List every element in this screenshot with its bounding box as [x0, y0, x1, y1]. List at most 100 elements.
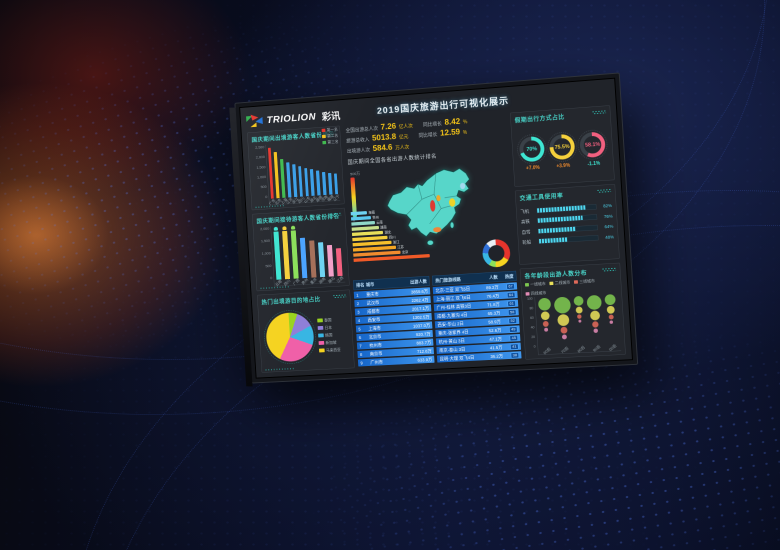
bubble	[577, 314, 582, 319]
plot-area: 60后 70后 80后 90后 00后	[534, 292, 622, 355]
segmented-bar-chart: 飞机 82% 高铁 76% 自驾 64% 轮船 48%	[520, 198, 614, 249]
legend-item: 三线城市	[573, 278, 595, 285]
y-tick-label: 0	[270, 275, 273, 281]
legend-label: 三线城市	[579, 278, 595, 285]
hbar-label: 海南	[368, 210, 376, 215]
destination-pie-chart: 泰国 日本 韩国 新加坡 马来西亚	[262, 304, 351, 369]
cell: 89.2万	[485, 284, 499, 291]
header-cell: 排名	[355, 282, 365, 288]
cell: 1	[356, 292, 359, 298]
panel-reception-rank: 国庆期间接待游客人数省份排名 2,000 1,500 1,000 500 0 云南 四川广…	[252, 207, 350, 292]
cell: 52	[501, 317, 517, 325]
cell: 49	[501, 326, 518, 333]
legend-label: 韩国	[324, 332, 333, 338]
cell: 67	[498, 283, 515, 290]
kpi-label: 同比增长	[418, 132, 438, 139]
bubble	[586, 294, 602, 311]
hbar-label: 湖北	[384, 230, 392, 235]
bubble-chart: 一线城市 二线城市 三线城市 四线城市 100 80 60 40 20 0 60后 70后 80后 9…	[524, 277, 622, 356]
legend-item: 日本	[317, 324, 349, 331]
cell: 1302.5万	[412, 314, 430, 321]
bar	[304, 167, 309, 197]
bar	[317, 242, 326, 278]
cell: 65.3万	[487, 310, 501, 317]
bubble	[609, 320, 614, 325]
wave-decor-icon	[602, 267, 617, 273]
transport-row: 轮船 48%	[522, 233, 614, 245]
bar	[292, 164, 298, 197]
cell: 成都市	[367, 308, 380, 315]
x-tick-label: 贵州	[300, 277, 309, 286]
bubble-column: 60后	[537, 297, 554, 355]
bubble	[573, 295, 584, 307]
bar-track	[537, 214, 598, 224]
hbar-label: 湖南	[380, 225, 387, 230]
bar	[310, 169, 315, 196]
gauge-value: 75.5%	[552, 137, 572, 156]
legend-item: 马来西亚	[319, 347, 350, 354]
cell: 成都-九寨沟 4日	[436, 312, 468, 319]
bar-track	[536, 203, 597, 214]
hbar-label: 贵州	[372, 215, 379, 220]
gauge: 75.5% +3.9%	[546, 130, 578, 169]
bar	[326, 245, 334, 277]
legend-label: 第三名	[327, 139, 339, 145]
cell: 重庆市	[366, 291, 379, 298]
transport-label: 自驾	[521, 229, 531, 235]
legend-swatch	[321, 134, 326, 139]
y-tick-label: 100	[526, 297, 533, 301]
kpi-unit: %	[462, 119, 468, 125]
bar-fill	[538, 226, 577, 234]
cell: 36.2万	[490, 353, 504, 359]
bubble	[578, 319, 582, 323]
bar-fill	[537, 205, 586, 213]
x-tick-label: 湖北	[327, 276, 336, 285]
x-tick-label: 60后	[542, 346, 552, 356]
gauge-value: 58.1%	[583, 135, 602, 154]
plot-area: 云南 四川 广西 贵州 重庆 湖南 湖北 江西	[270, 221, 346, 288]
gauge-delta: +3.9%	[556, 162, 571, 169]
gauge: 70% +7.0%	[515, 132, 548, 172]
value-chip: 45	[509, 334, 519, 341]
bar-value: 76%	[603, 213, 613, 219]
legend-item: 韩国	[318, 331, 349, 338]
taiwan-island	[450, 222, 454, 229]
header-cell: 热门旅游线路	[435, 276, 461, 284]
kpi-label: 全国出游总人次	[345, 126, 379, 134]
ranking-tables: 排名 城市 出游人数 1 重庆市 3859.6万 2 武汉市 2262.4万 3 成都市 2017.1…	[353, 270, 522, 368]
cell: 杭州-黄山 3日	[438, 338, 465, 345]
x-tick-label: 重庆	[309, 277, 318, 286]
cell: 76.4万	[486, 293, 500, 299]
brand-name: TRIOLION	[266, 111, 317, 126]
city-ranking-table: 排名 城市 出游人数 1 重庆市 3859.6万 2 武汉市 2262.4万 3 成都市 2017.1…	[353, 275, 435, 368]
x-tick-label: 云南	[274, 279, 283, 288]
scale-max-label: 500万	[350, 171, 361, 177]
legend-label: 二线城市	[554, 280, 571, 286]
y-tick-label: 1,000	[261, 251, 271, 256]
pie	[262, 309, 318, 366]
bar-value: 82%	[603, 203, 613, 209]
header-cell: 城市	[365, 281, 375, 288]
value-chip: 61	[507, 300, 516, 307]
bubble	[606, 305, 615, 314]
cell: 3859.6万	[410, 288, 429, 295]
cell: 38	[503, 352, 520, 359]
bar	[286, 162, 292, 198]
cell: 6	[358, 334, 362, 340]
y-tick-label: 1,500	[256, 164, 266, 170]
header-cell: 热度	[504, 273, 514, 280]
brand-name-cn: 彩讯	[321, 110, 341, 123]
x-tick-label: 江西	[335, 275, 345, 284]
cell: 北京市	[368, 334, 382, 340]
bubble	[553, 296, 571, 314]
legend-label: 新加坡	[325, 340, 337, 345]
x-tick-label: 00后	[607, 343, 618, 353]
gauge-value: 70%	[522, 139, 541, 159]
y-tick-label: 60	[530, 316, 534, 321]
bubble	[561, 334, 567, 340]
cell: 7	[359, 343, 362, 349]
value-chip: 38	[510, 352, 520, 359]
province-ranking-bars: 海南贵州云南湖南湖北四川浙江江苏北京广东	[350, 206, 430, 264]
kpi-value: 584.6	[372, 142, 393, 153]
cell: 1037.0万	[412, 322, 431, 329]
